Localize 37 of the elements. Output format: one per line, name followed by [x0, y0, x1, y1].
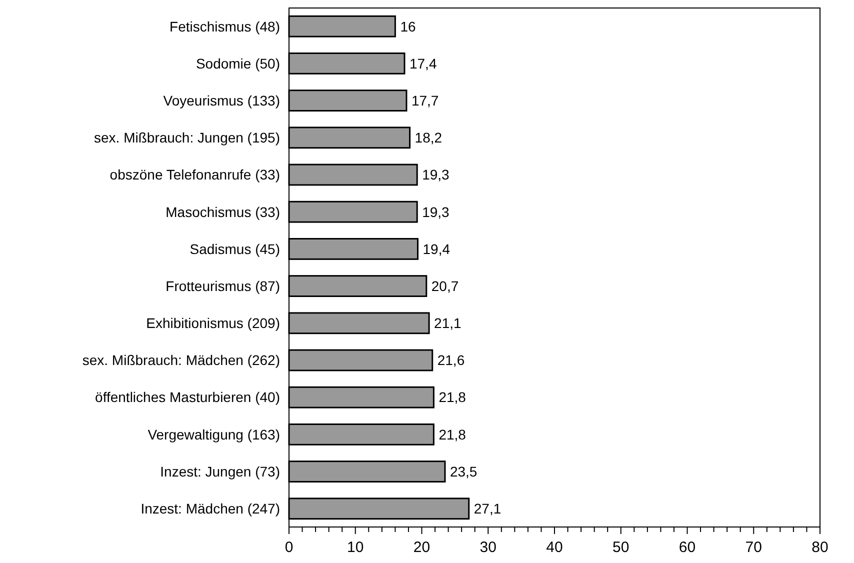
data-label: 19,4 — [422, 240, 450, 257]
y-tick-label: Masochismus (33) — [166, 204, 280, 220]
y-tick-label: öffentliches Masturbieren (40) — [95, 389, 280, 406]
x-tick-label: 50 — [612, 539, 630, 556]
y-tick-label: Sodomie (50) — [196, 55, 280, 72]
y-tick-label: Inzest: Jungen (73) — [160, 463, 280, 480]
data-label: 21,8 — [438, 426, 466, 442]
y-tick-label: Voyeurismus (133) — [163, 92, 280, 108]
data-label: 16 — [400, 18, 416, 34]
data-label: 21,8 — [438, 389, 466, 406]
data-label: 17,4 — [409, 55, 437, 72]
data-label: 21,1 — [434, 315, 462, 332]
x-tick-label: 10 — [347, 539, 364, 556]
x-tick-label: 70 — [745, 539, 762, 556]
x-tick-label: 30 — [480, 539, 496, 556]
data-label: 19,3 — [422, 204, 450, 220]
data-label: 27,1 — [474, 500, 502, 517]
x-tick-label: 40 — [546, 539, 563, 556]
y-tick-label: Exhibitionismus (209) — [146, 315, 280, 332]
y-tick-label: Inzest: Mädchen (247) — [140, 500, 280, 517]
x-tick-label: 80 — [812, 539, 828, 556]
y-tick-label: sex. Mißbrauch: Jungen (195) — [94, 130, 280, 146]
y-tick-label: Vergewaltigung (163) — [148, 426, 280, 442]
y-tick-label: sex. Mißbrauch: Mädchen (262) — [82, 352, 280, 368]
x-tick-label: 60 — [678, 539, 696, 556]
y-tick-label: Fetischismus (48) — [170, 18, 280, 34]
x-tick-label: 20 — [413, 539, 430, 556]
data-label: 23,5 — [450, 463, 478, 480]
data-label: 20,7 — [431, 278, 459, 294]
y-tick-label: Frotteurismus (87) — [166, 278, 280, 294]
data-label: 19,3 — [422, 166, 450, 183]
data-label: 18,2 — [414, 130, 442, 146]
y-tick-label: obszöne Telefonanrufe (33) — [110, 166, 280, 183]
y-tick-label: Sadismus (45) — [190, 240, 280, 257]
data-label: 21,6 — [437, 352, 465, 368]
x-tick-label: 0 — [284, 539, 294, 556]
data-label: 17,7 — [411, 92, 439, 108]
